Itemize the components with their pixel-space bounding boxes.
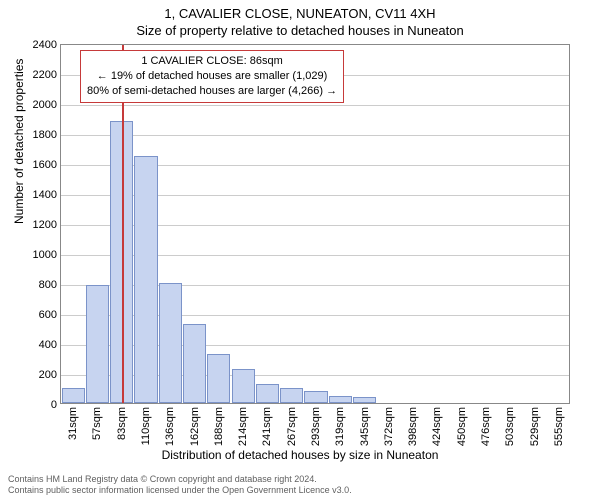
x-tick-label: 476sqm [480, 407, 492, 446]
histogram-bar [134, 156, 157, 404]
x-tick-label: 529sqm [529, 407, 541, 446]
x-tick-label: 424sqm [431, 407, 443, 446]
x-tick-label: 241sqm [261, 407, 273, 446]
page-subtitle: Size of property relative to detached ho… [0, 21, 600, 38]
x-tick-label: 267sqm [286, 407, 298, 446]
histogram-bar [304, 391, 327, 403]
x-tick-label: 214sqm [237, 407, 249, 446]
histogram-bar [280, 388, 303, 403]
y-tick-label: 800 [39, 279, 61, 291]
footer-line-1: Contains HM Land Registry data © Crown c… [8, 474, 352, 485]
y-tick-label: 2200 [33, 69, 61, 81]
x-tick-label: 372sqm [383, 407, 395, 446]
x-tick-label: 450sqm [456, 407, 468, 446]
x-tick-label: 398sqm [407, 407, 419, 446]
x-tick-label: 83sqm [116, 407, 128, 440]
gridline [61, 135, 569, 136]
histogram-bar [159, 283, 182, 403]
info-line-2: ← 19% of detached houses are smaller (1,… [87, 69, 337, 84]
footer-line-2: Contains public sector information licen… [8, 485, 352, 496]
y-tick-label: 2000 [33, 99, 61, 111]
gridline [61, 105, 569, 106]
y-tick-label: 1400 [33, 189, 61, 201]
histogram-bar [86, 285, 109, 404]
y-tick-label: 2400 [33, 39, 61, 51]
info-line-1: 1 CAVALIER CLOSE: 86sqm [87, 54, 337, 69]
y-tick-label: 400 [39, 339, 61, 351]
x-tick-label: 345sqm [359, 407, 371, 446]
y-tick-label: 200 [39, 369, 61, 381]
x-tick-label: 319sqm [334, 407, 346, 446]
x-tick-label: 31sqm [67, 407, 79, 440]
x-axis-label: Distribution of detached houses by size … [0, 448, 600, 462]
x-tick-label: 555sqm [553, 407, 565, 446]
footer-attribution: Contains HM Land Registry data © Crown c… [8, 474, 352, 496]
info-line-3: 80% of semi-detached houses are larger (… [87, 84, 337, 99]
info-box: 1 CAVALIER CLOSE: 86sqm ← 19% of detache… [80, 50, 344, 103]
y-tick-label: 600 [39, 309, 61, 321]
y-axis-label: Number of detached properties [12, 59, 26, 224]
histogram-bar [353, 397, 376, 403]
x-tick-label: 293sqm [310, 407, 322, 446]
y-tick-label: 1800 [33, 129, 61, 141]
histogram-bar [183, 324, 206, 404]
x-tick-label: 110sqm [140, 407, 152, 445]
histogram-bar [256, 384, 279, 404]
histogram-bar [207, 354, 230, 404]
y-tick-label: 1600 [33, 159, 61, 171]
y-tick-label: 0 [51, 399, 61, 411]
histogram-bar [62, 388, 85, 403]
y-tick-label: 1000 [33, 249, 61, 261]
page-title: 1, CAVALIER CLOSE, NUNEATON, CV11 4XH [0, 0, 600, 21]
histogram-bar [329, 396, 352, 404]
y-tick-label: 1200 [33, 219, 61, 231]
x-tick-label: 136sqm [164, 407, 176, 446]
histogram-bar [232, 369, 255, 404]
x-tick-label: 162sqm [189, 407, 201, 446]
x-tick-label: 57sqm [91, 407, 103, 440]
x-tick-label: 188sqm [213, 407, 225, 446]
x-tick-label: 503sqm [504, 407, 516, 446]
